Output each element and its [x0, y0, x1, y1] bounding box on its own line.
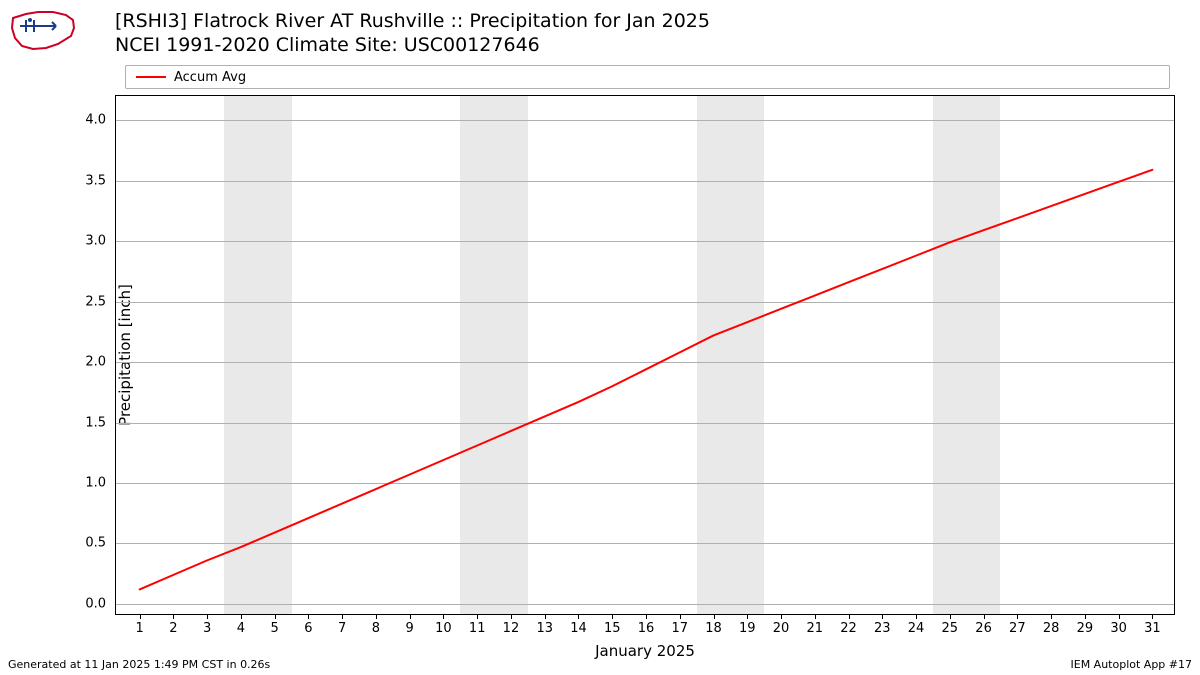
x-tick	[1017, 614, 1018, 619]
x-tick-label: 23	[874, 621, 891, 636]
y-tick-label: 1.0	[76, 475, 106, 490]
x-axis-label: January 2025	[595, 642, 695, 660]
x-tick	[376, 614, 377, 619]
x-tick-label: 12	[503, 621, 520, 636]
x-tick	[477, 614, 478, 619]
x-tick	[342, 614, 343, 619]
x-tick-label: 25	[942, 621, 959, 636]
chart-title: [RSHI3] Flatrock River AT Rushville :: P…	[115, 10, 710, 58]
x-tick	[612, 614, 613, 619]
x-tick-label: 28	[1043, 621, 1060, 636]
plot-area: Precipitation [inch] January 2025 0.00.5…	[115, 95, 1175, 615]
x-tick-label: 29	[1077, 621, 1094, 636]
x-tick-label: 3	[203, 621, 211, 636]
x-tick-label: 6	[304, 621, 312, 636]
x-tick-label: 14	[570, 621, 587, 636]
x-tick-label: 20	[773, 621, 790, 636]
x-tick	[984, 614, 985, 619]
x-tick-label: 8	[372, 621, 380, 636]
x-tick-label: 16	[638, 621, 655, 636]
x-tick-label: 1	[135, 621, 143, 636]
x-tick-label: 21	[807, 621, 824, 636]
y-tick-label: 1.5	[76, 415, 106, 430]
x-tick	[680, 614, 681, 619]
x-tick	[207, 614, 208, 619]
y-tick-label: 2.5	[76, 294, 106, 309]
title-line-2: NCEI 1991-2020 Climate Site: USC00127646	[115, 34, 710, 58]
y-tick-label: 3.5	[76, 173, 106, 188]
iem-logo	[8, 6, 78, 56]
x-tick	[747, 614, 748, 619]
x-tick	[410, 614, 411, 619]
x-tick-label: 26	[975, 621, 992, 636]
x-tick-label: 30	[1110, 621, 1127, 636]
x-tick	[443, 614, 444, 619]
line-svg	[116, 96, 1174, 614]
x-tick-label: 13	[536, 621, 553, 636]
x-tick	[950, 614, 951, 619]
x-tick-label: 18	[705, 621, 722, 636]
x-tick	[173, 614, 174, 619]
x-tick-label: 2	[169, 621, 177, 636]
y-tick-label: 4.0	[76, 113, 106, 128]
x-tick-label: 17	[671, 621, 688, 636]
x-tick	[646, 614, 647, 619]
x-tick-label: 27	[1009, 621, 1026, 636]
y-tick-label: 3.0	[76, 234, 106, 249]
x-tick	[849, 614, 850, 619]
x-tick-label: 7	[338, 621, 346, 636]
x-tick	[1085, 614, 1086, 619]
y-tick-label: 0.5	[76, 536, 106, 551]
y-tick-label: 0.0	[76, 596, 106, 611]
x-tick-label: 4	[237, 621, 245, 636]
x-tick	[241, 614, 242, 619]
legend: Accum Avg	[125, 65, 1170, 89]
x-tick-label: 9	[406, 621, 414, 636]
x-tick-label: 24	[908, 621, 925, 636]
x-tick	[511, 614, 512, 619]
x-tick-label: 11	[469, 621, 486, 636]
x-tick	[578, 614, 579, 619]
x-tick	[1152, 614, 1153, 619]
x-tick-label: 19	[739, 621, 756, 636]
footer-generated: Generated at 11 Jan 2025 1:49 PM CST in …	[8, 658, 270, 671]
x-tick	[882, 614, 883, 619]
x-tick-label: 5	[271, 621, 279, 636]
x-tick	[781, 614, 782, 619]
x-tick	[815, 614, 816, 619]
title-line-1: [RSHI3] Flatrock River AT Rushville :: P…	[115, 10, 710, 34]
x-tick-label: 10	[435, 621, 452, 636]
x-tick-label: 22	[840, 621, 857, 636]
legend-swatch	[136, 76, 166, 78]
x-tick	[714, 614, 715, 619]
x-tick	[140, 614, 141, 619]
footer-app: IEM Autoplot App #17	[1071, 658, 1193, 671]
x-tick	[545, 614, 546, 619]
y-tick-label: 2.0	[76, 355, 106, 370]
x-tick	[275, 614, 276, 619]
x-tick	[1119, 614, 1120, 619]
x-tick-label: 15	[604, 621, 621, 636]
legend-label: Accum Avg	[174, 70, 246, 85]
x-tick	[308, 614, 309, 619]
x-tick-label: 31	[1144, 621, 1161, 636]
x-tick	[1051, 614, 1052, 619]
x-tick	[916, 614, 917, 619]
